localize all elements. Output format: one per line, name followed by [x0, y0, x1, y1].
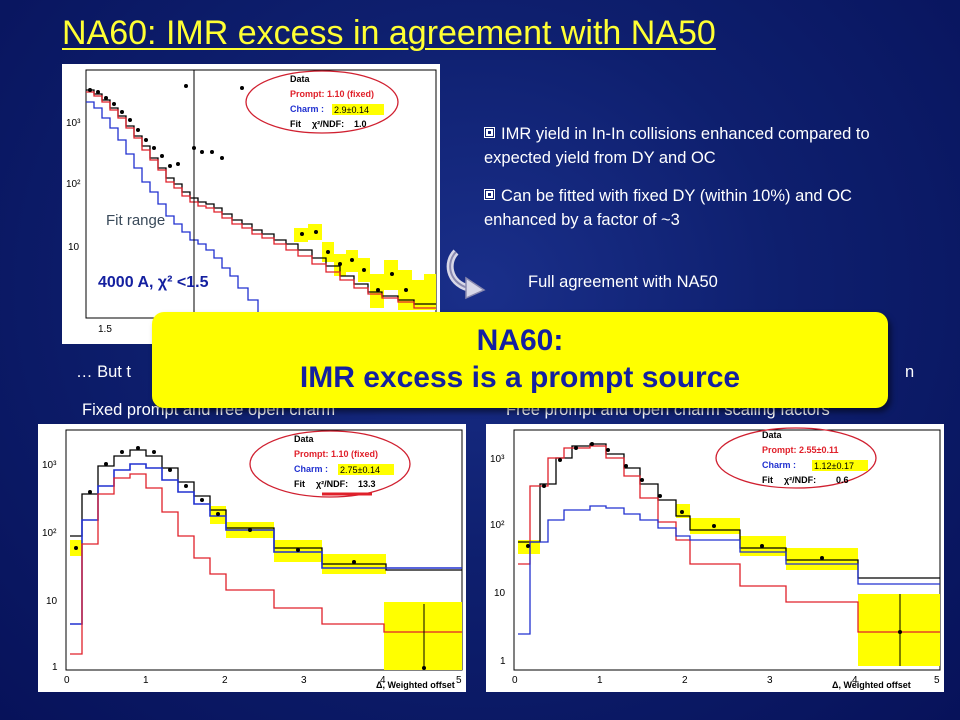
bottom-right-histogram-plot: 10³ 10² 10 1 0 1 2 3 4 5 Δ, Weighted off… [486, 424, 944, 692]
top-histogram-plot: 10³ 10² 10 1.5 2 [62, 64, 440, 344]
legend-ellipse [245, 70, 399, 134]
top-histogram-svg: 10³ 10² 10 1.5 2 [66, 69, 437, 335]
charm-histogram [518, 505, 940, 635]
bottom-left-histogram-plot: 10³ 10² 10 1 0 1 2 3 4 5 Δ, Weighted off… [38, 424, 466, 692]
legend-chi-value: 0.6 [836, 475, 849, 485]
legend-fit-label: Fit [294, 479, 305, 489]
x-tick-label: 0 [64, 675, 70, 686]
prompt-histogram [70, 473, 462, 655]
legend-charm-label: Charm : [290, 104, 324, 114]
bullet-square-icon [484, 127, 495, 138]
y-tick-label: 10³ [66, 118, 81, 129]
legend-fit-label: Fit [290, 119, 301, 129]
y-tick-label: 10 [494, 588, 506, 599]
legend-charm-value: 2.75±0.14 [340, 465, 380, 475]
banner-line-2: IMR excess is a prompt source [299, 361, 741, 394]
bullet-list: IMR yield in In-In collisions enhanced c… [484, 122, 924, 232]
x-tick-label: 1.5 [98, 324, 112, 335]
x-tick-label: 3 [301, 675, 307, 686]
fit-range-label: Fit range [106, 212, 166, 229]
banner-line-1: NA60: [476, 324, 564, 357]
legend-data: Data [294, 434, 315, 444]
charm-histogram [70, 463, 462, 625]
x-tick-label: 4 [380, 675, 386, 686]
legend-prompt: Prompt: 2.55±0.11 [762, 445, 838, 455]
bullet-item: Can be fitted with fixed DY (within 10%)… [484, 184, 924, 232]
conclusion-banner: NA60: IMR excess is a prompt source [152, 312, 888, 408]
y-tick-label: 1 [500, 656, 506, 667]
legend-data: Data [762, 430, 783, 440]
legend-charm-value: 1.12±0.17 [814, 461, 854, 471]
data-error-bands [294, 224, 436, 310]
x-tick-label: 5 [934, 675, 940, 686]
y-tick-label: 10² [66, 179, 81, 190]
x-axis-label: Δ, Weighted offset [376, 680, 455, 690]
x-tick-label: 2 [222, 675, 228, 686]
x-tick-label: 2 [682, 675, 688, 686]
legend-charm-highlight [332, 104, 384, 115]
legend-chi: χ²/NDF: [312, 119, 344, 129]
legend-charm-highlight [338, 464, 394, 475]
y-tick-label: 10³ [42, 460, 57, 471]
x-tick-label: 4 [852, 675, 858, 686]
legend-prompt: Prompt: 1.10 (fixed) [294, 449, 378, 459]
data-points [74, 446, 426, 670]
prompt-histogram [86, 91, 436, 309]
legend-charm-value: 2.9±0.14 [334, 105, 369, 115]
x-tick-label: 5 [456, 675, 462, 686]
cut-label: 4000 A, χ² <1.5 [98, 274, 209, 291]
partial-text-right: n [905, 363, 915, 381]
prompt-histogram [518, 445, 940, 633]
y-tick-label: 10³ [490, 454, 505, 465]
legend-charm-label: Charm : [294, 464, 328, 474]
bullet-text: Can be fitted with fixed DY (within 10%)… [484, 187, 852, 229]
bottom-left-histogram-svg: 10³ 10² 10 1 0 1 2 3 4 5 Δ, Weighted off… [42, 429, 463, 690]
y-tick-label: 10 [68, 242, 80, 253]
bottom-right-histogram-svg: 10³ 10² 10 1 0 1 2 3 4 5 Δ, Weighted off… [490, 427, 941, 690]
agreement-text: Full agreement with NA50 [528, 273, 718, 291]
curved-arrow-icon [446, 249, 486, 300]
legend-ellipse [249, 430, 411, 498]
partial-text-left: … But t [76, 363, 132, 381]
legend-chi: χ²/NDF: [784, 475, 816, 485]
y-tick-label: 1 [52, 662, 58, 673]
x-tick-label: 1 [597, 675, 603, 686]
fit-histogram [70, 449, 462, 571]
y-tick-label: 10 [46, 596, 58, 607]
legend-chi: χ²/NDF: [316, 479, 348, 489]
x-axis-label: Δ, Weighted offset [832, 680, 911, 690]
bullet-square-icon [484, 189, 495, 200]
x-tick-label: 0 [512, 675, 518, 686]
x-tick-label: 3 [767, 675, 773, 686]
charm-histogram [86, 101, 259, 318]
fit-histogram [518, 443, 940, 579]
data-points [88, 84, 408, 292]
y-tick-label: 10² [490, 520, 505, 531]
legend-ellipse [715, 427, 877, 489]
data-error-bands [518, 504, 940, 666]
legend-data: Data [290, 74, 311, 84]
bullet-item: IMR yield in In-In collisions enhanced c… [484, 122, 924, 170]
legend-chi-value: 13.3 [358, 479, 376, 489]
legend-charm-label: Charm : [762, 460, 796, 470]
legend-fit-label: Fit [762, 475, 773, 485]
legend-prompt: Prompt: 1.10 (fixed) [290, 89, 374, 99]
fit-histogram [86, 89, 436, 305]
bullet-text: IMR yield in In-In collisions enhanced c… [484, 125, 870, 167]
legend-charm-highlight [812, 460, 868, 471]
legend-chi-value: 1.0 [354, 119, 367, 129]
x-tick-label: 1 [143, 675, 149, 686]
y-tick-label: 10² [42, 528, 57, 539]
slide-title: NA60: IMR excess in agreement with NA50 [62, 14, 716, 52]
